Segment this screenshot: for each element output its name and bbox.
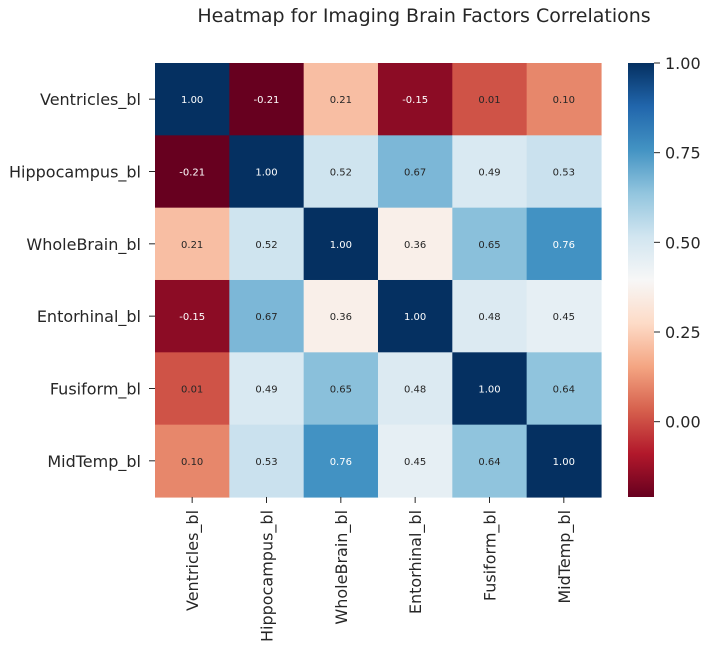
heatmap-cell xyxy=(155,279,230,353)
cell-value-label: 0.10 xyxy=(181,457,203,468)
column-tick-labels: Ventricles_bl Hippocampus_bl WholeBrain_bl… xyxy=(183,496,575,642)
row-tick-label: Entorhinal_bl xyxy=(37,307,141,327)
cell-value-label: 0.01 xyxy=(478,95,500,106)
column-tick-label: MidTemp_bl xyxy=(555,510,575,604)
cell-value-label: 0.76 xyxy=(553,240,575,251)
heatmap-cell xyxy=(155,135,230,209)
heatmap-cell xyxy=(377,207,453,281)
cell-value-label: 1.00 xyxy=(181,95,203,106)
cell-value-label: 1.00 xyxy=(330,240,352,251)
colorbar-tick-label: 0.75 xyxy=(665,144,701,163)
heatmap-cell xyxy=(229,279,305,353)
cell-value-label: 0.53 xyxy=(553,167,575,178)
cell-value-label: -0.21 xyxy=(254,95,280,106)
heatmap-cell xyxy=(155,207,230,281)
cell-value-label: 0.36 xyxy=(330,312,352,323)
cell-value-label: 0.48 xyxy=(478,312,500,323)
cell-value-label: -0.21 xyxy=(179,167,205,178)
heatmap-cell xyxy=(229,135,305,209)
cell-value-label: 0.67 xyxy=(404,167,426,178)
cell-value-label: 0.52 xyxy=(255,240,277,251)
heatmap-cell xyxy=(229,207,305,281)
column-tick-label: Hippocampus_bl xyxy=(257,510,277,642)
cell-value-label: 0.45 xyxy=(404,457,426,468)
heatmap-cell xyxy=(229,352,305,426)
heatmap-cell xyxy=(452,424,528,498)
cell-value-label: 0.21 xyxy=(181,240,203,251)
cell-value-label: 0.49 xyxy=(478,167,500,178)
heatmap-cell xyxy=(452,207,528,281)
chart-title: Heatmap for Imaging Brain Factors Correl… xyxy=(197,5,650,27)
cell-value-label: 1.00 xyxy=(553,457,575,468)
cell-value-label: 0.64 xyxy=(478,457,500,468)
cell-value-label: 0.48 xyxy=(404,384,426,395)
row-tick-label: Fusiform_bl xyxy=(50,379,141,399)
heatmap-cell xyxy=(526,135,602,209)
cell-value-label: 0.65 xyxy=(330,384,352,395)
colorbar: 0.00 0.25 0.50 0.75 1.00 xyxy=(628,54,701,497)
heatmap-cell xyxy=(452,63,528,136)
colorbar-tick-label: 0.50 xyxy=(665,233,701,252)
heatmap-cell xyxy=(377,63,453,136)
cell-value-label: 0.49 xyxy=(255,384,277,395)
heatmap-cell xyxy=(303,279,379,353)
cell-value-label: 0.67 xyxy=(255,312,277,323)
heatmap-cell xyxy=(155,424,230,498)
colorbar-tick-label: 0.00 xyxy=(665,413,701,432)
heatmap-cell xyxy=(303,63,379,136)
cell-value-label: 0.21 xyxy=(330,95,352,106)
cell-value-label: 0.64 xyxy=(553,384,575,395)
cell-value-label: 1.00 xyxy=(478,384,500,395)
heatmap-cell xyxy=(526,279,602,353)
row-tick-label: Hippocampus_bl xyxy=(9,162,141,182)
colorbar-tick-label: 1.00 xyxy=(665,54,701,73)
column-tick-label: Entorhinal_bl xyxy=(406,510,426,614)
column-tick-label: Fusiform_bl xyxy=(480,510,500,601)
heatmap-cell xyxy=(377,135,453,209)
cell-value-label: 0.10 xyxy=(553,95,575,106)
cell-value-label: -0.15 xyxy=(402,95,428,106)
cell-value-label: 0.45 xyxy=(553,312,575,323)
cell-value-label: 0.01 xyxy=(181,384,203,395)
heatmap-cell xyxy=(229,424,305,498)
heatmap-cell xyxy=(452,135,528,209)
heatmap-cell xyxy=(229,63,305,136)
heatmap-cell xyxy=(526,63,602,136)
row-tick-label: Ventricles_bl xyxy=(40,90,141,110)
cell-value-label: 1.00 xyxy=(404,312,426,323)
cell-value-label: 0.52 xyxy=(330,167,352,178)
heatmap-cell xyxy=(526,207,602,281)
cell-value-label: 0.36 xyxy=(404,240,426,251)
colorbar-gradient xyxy=(628,63,654,497)
heatmap-cells xyxy=(155,63,602,498)
heatmap-cell xyxy=(155,352,230,426)
heatmap-cell xyxy=(377,424,453,498)
cell-value-label: 1.00 xyxy=(255,167,277,178)
heatmap-cell xyxy=(452,279,528,353)
cell-value-label: -0.15 xyxy=(179,312,205,323)
heatmap-cell xyxy=(377,279,453,353)
heatmap-cell xyxy=(303,207,379,281)
heatmap-cell xyxy=(526,424,602,498)
heatmap-cell xyxy=(303,424,379,498)
heatmap-cell xyxy=(452,352,528,426)
row-tick-label: MidTemp_bl xyxy=(47,452,141,472)
heatmap-cell-labels: 1.00 -0.21 0.21 -0.15 0.01 0.10 -0.21 1.00 0.52 0… xyxy=(179,95,575,468)
heatmap-cell xyxy=(377,352,453,426)
row-tick-label: WholeBrain_bl xyxy=(26,235,141,255)
column-tick-label: Ventricles_bl xyxy=(183,510,203,611)
row-tick-labels: Ventricles_bl Hippocampus_bl WholeBrain_bl… xyxy=(9,90,155,472)
heatmap-cell xyxy=(303,135,379,209)
cell-value-label: 0.53 xyxy=(255,457,277,468)
cell-value-label: 0.76 xyxy=(330,457,352,468)
cell-value-label: 0.65 xyxy=(478,240,500,251)
heatmap-cell xyxy=(303,352,379,426)
column-tick-label: WholeBrain_bl xyxy=(332,510,352,625)
heatmap-cell xyxy=(155,63,230,136)
heatmap-cell xyxy=(526,352,602,426)
colorbar-tick-label: 0.25 xyxy=(665,323,701,342)
